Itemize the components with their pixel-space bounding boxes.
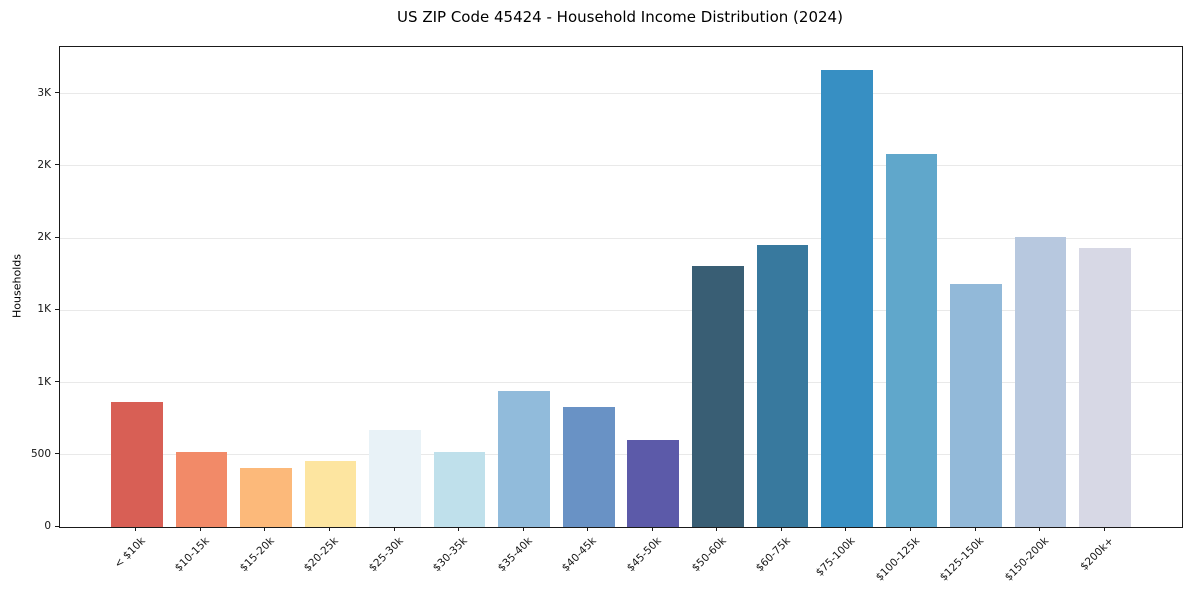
y-tick-mark (55, 308, 59, 310)
y-tick-mark (55, 236, 59, 238)
bar (1079, 247, 1131, 527)
gridline (60, 165, 1182, 167)
y-tick-label: 0 (44, 520, 51, 532)
x-tick-label: $40-45k (560, 535, 600, 575)
gridline (60, 382, 1182, 384)
y-tick-mark (55, 453, 59, 455)
bar (692, 265, 744, 527)
x-tick-mark (135, 527, 137, 531)
x-tick-mark (974, 527, 976, 531)
y-axis-label: Households (10, 254, 24, 318)
y-tick-mark (55, 525, 59, 527)
x-tick-label: $150-200k (1002, 535, 1052, 584)
y-tick-label: 1K (37, 303, 51, 316)
x-tick-mark (264, 527, 266, 531)
x-tick-mark (199, 527, 201, 531)
x-tick-mark (651, 527, 653, 531)
x-tick-mark (845, 527, 847, 531)
y-tick-label: 1K (37, 375, 51, 388)
y-tick-mark (55, 381, 59, 383)
y-tick-label: 2K (37, 158, 51, 171)
x-tick-label: $20-25k (301, 535, 341, 575)
y-tick-label: 2K (37, 231, 51, 244)
bar (885, 153, 938, 527)
gridline (60, 454, 1182, 456)
x-tick-label: $200k+ (1077, 535, 1116, 573)
bar (498, 391, 550, 527)
plot-area (59, 46, 1183, 528)
x-tick-mark (716, 527, 718, 531)
x-tick-mark (328, 527, 330, 531)
x-tick-label: $30-35k (431, 535, 471, 575)
chart-title: US ZIP Code 45424 - Household Income Dis… (397, 8, 843, 26)
x-tick-mark (458, 527, 460, 531)
bar (369, 430, 421, 527)
bar (433, 451, 486, 527)
y-tick-mark (55, 92, 59, 94)
y-tick-label: 500 (30, 447, 51, 460)
bar (1014, 236, 1067, 527)
x-tick-label: $100-125k (873, 535, 923, 584)
x-tick-label: $45-50k (624, 535, 664, 575)
gridline (60, 93, 1182, 95)
x-tick-label: $15-20k (237, 535, 277, 575)
x-tick-label: $75-100k (813, 535, 858, 579)
bar (304, 461, 357, 527)
x-tick-mark (1039, 527, 1041, 531)
bar (175, 451, 228, 527)
y-tick-label: 3K (37, 86, 51, 99)
bar (756, 244, 809, 527)
x-tick-label: < $10k (111, 535, 148, 571)
y-tick-mark (55, 164, 59, 166)
x-tick-label: $25-30k (366, 535, 406, 575)
gridline (60, 309, 1182, 311)
x-tick-label: $125-150k (938, 535, 987, 584)
bar (240, 467, 292, 527)
bar (111, 402, 163, 527)
x-tick-label: $35-40k (495, 535, 535, 575)
bar (562, 407, 615, 527)
x-tick-mark (587, 527, 589, 531)
bar (627, 440, 680, 527)
x-tick-mark (522, 527, 524, 531)
x-tick-mark (1103, 527, 1105, 531)
x-tick-mark (780, 527, 782, 531)
bar (950, 283, 1002, 527)
x-tick-mark (393, 527, 395, 531)
x-tick-label: $60-75k (753, 535, 793, 575)
bar (821, 69, 873, 527)
gridline (60, 237, 1182, 239)
x-tick-mark (910, 527, 911, 531)
x-tick-label: $10-15k (172, 535, 212, 575)
x-tick-label: $50-60k (689, 535, 729, 575)
